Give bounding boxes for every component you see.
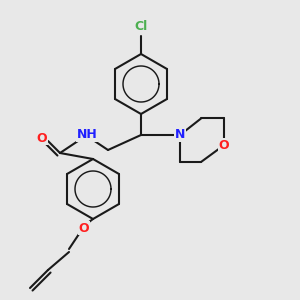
Text: Cl: Cl xyxy=(134,20,148,34)
Text: O: O xyxy=(79,221,89,235)
Text: NH: NH xyxy=(76,128,98,142)
Text: O: O xyxy=(37,131,47,145)
Text: N: N xyxy=(175,128,185,142)
Text: O: O xyxy=(218,139,229,152)
